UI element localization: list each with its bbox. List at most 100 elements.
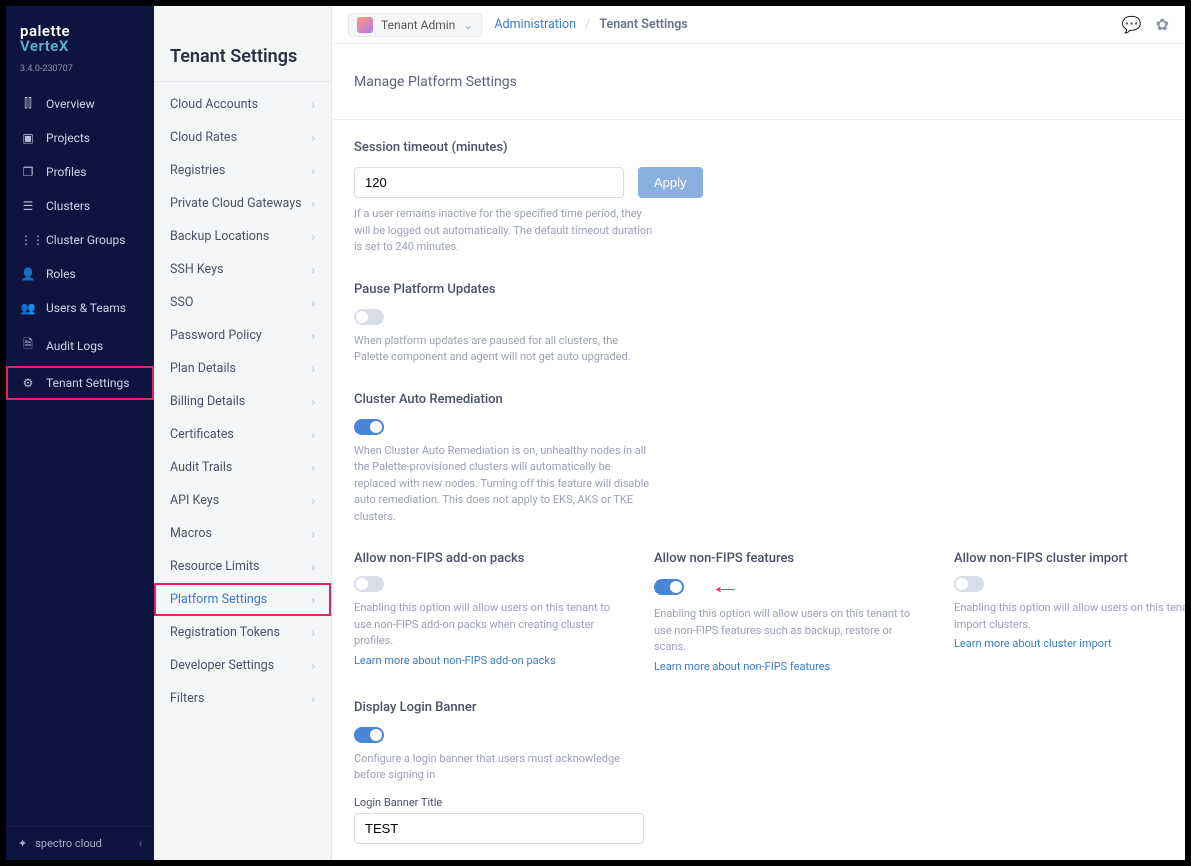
chat-icon[interactable]: 💬 (1122, 15, 1142, 34)
auto-remediation-label: Cluster Auto Remediation (354, 392, 1163, 407)
chevron-right-icon: › (311, 395, 315, 409)
chevron-right-icon: › (311, 692, 315, 706)
breadcrumb-current: Tenant Settings (599, 17, 687, 32)
settings-nav-label: Billing Details (170, 394, 245, 409)
fips-import-toggle[interactable] (954, 576, 984, 592)
sidebar-item-cluster-groups[interactable]: ⋮⋮Cluster Groups (6, 223, 154, 257)
main-pane: Tenant Admin ⌄ Administration / Tenant S… (332, 6, 1185, 860)
login-banner-help: Configure a login banner that users must… (354, 751, 634, 784)
chevron-right-icon: › (311, 461, 315, 475)
settings-nav-backup-locations[interactable]: Backup Locations› (154, 220, 331, 253)
sidebar-item-clusters[interactable]: ☰Clusters (6, 189, 154, 223)
chevron-right-icon: › (311, 131, 315, 145)
topbar: Tenant Admin ⌄ Administration / Tenant S… (332, 6, 1185, 44)
settings-nav-password-policy[interactable]: Password Policy › (154, 319, 331, 352)
pause-updates-label: Pause Platform Updates (354, 282, 1163, 297)
sidebar-item-label: Projects (46, 131, 90, 145)
fips-addon-label: Allow non-FIPS add-on packs (354, 551, 614, 566)
logo: palette VerteX (6, 6, 154, 58)
settings-nav-label: Cloud Accounts (170, 97, 258, 112)
breadcrumb-root[interactable]: Administration (494, 17, 576, 32)
chevron-down-icon: ⌄ (463, 18, 473, 32)
settings-nav-macros[interactable]: Macros› (154, 517, 331, 550)
settings-nav-sso[interactable]: SSO› (154, 286, 331, 319)
fips-features-toggle[interactable] (654, 579, 684, 595)
fips-import-link[interactable]: Learn more about cluster import (954, 637, 1112, 650)
settings-nav-registries[interactable]: Registries› (154, 154, 331, 187)
chevron-right-icon: › (311, 659, 315, 673)
settings-sidebar: Tenant Settings Cloud Accounts›Cloud Rat… (154, 6, 332, 860)
settings-nav-label: Backup Locations (170, 229, 269, 244)
settings-nav-resource-limits[interactable]: Resource Limits› (154, 550, 331, 583)
sidebar-item-projects[interactable]: ▣Projects (6, 121, 154, 155)
profiles-icon: ❐ (20, 165, 36, 179)
settings-nav-label: Cloud Rates (170, 130, 237, 145)
settings-nav-label: Plan Details (170, 361, 236, 376)
sidebar-item-users-teams[interactable]: 👥Users & Teams (6, 291, 154, 325)
sidebar-item-label: Users & Teams (46, 301, 126, 315)
sidebar-item-roles[interactable]: 👤 Roles (6, 257, 154, 291)
gear-icon[interactable]: ✿ (1156, 15, 1169, 34)
sidebar-item-label: Profiles (46, 165, 87, 179)
settings-nav-label: Registration Tokens (170, 625, 280, 640)
chevron-right-icon: › (311, 329, 315, 343)
login-banner-label: Display Login Banner (354, 700, 1163, 715)
fips-features-link[interactable]: Learn more about non-FIPS features (654, 660, 830, 673)
settings-nav-ssh-keys[interactable]: SSH Keys› (154, 253, 331, 286)
settings-nav-api-keys[interactable]: API Keys › (154, 484, 331, 517)
fips-import-label: Allow non-FIPS cluster import (954, 551, 1185, 566)
login-banner-title-input[interactable] (354, 813, 644, 844)
chevron-right-icon: › (311, 428, 315, 442)
scope-picker[interactable]: Tenant Admin ⌄ (348, 13, 482, 37)
sidebar-item-profiles[interactable]: ❐ Profiles (6, 155, 154, 189)
settings-nav-cloud-rates[interactable]: Cloud Rates › (154, 121, 331, 154)
page-subtitle: Manage Platform Settings (354, 74, 517, 90)
sidebar-item-label: Clusters (46, 199, 90, 213)
settings-nav-developer-settings[interactable]: Developer Settings› (154, 649, 331, 682)
spectro-logo-icon: ✦ (18, 837, 27, 850)
settings-nav-filters[interactable]: Filters› (154, 682, 331, 715)
login-banner-toggle[interactable] (354, 727, 384, 743)
chevron-right-icon: › (311, 494, 315, 508)
session-timeout-input[interactable] (354, 167, 624, 198)
settings-nav-certificates[interactable]: Certificates› (154, 418, 331, 451)
sidebar-item-label: Roles (46, 267, 76, 281)
settings-nav-plan-details[interactable]: Plan Details› (154, 352, 331, 385)
roles-icon: 👤 (20, 267, 36, 281)
pause-updates-help: When platform updates are paused for all… (354, 333, 654, 366)
sidebar-item-overview[interactable]: ⫿⫿Overview (6, 86, 154, 121)
login-banner-title-label: Login Banner Title (354, 796, 1163, 809)
settings-nav-billing-details[interactable]: Billing Details › (154, 385, 331, 418)
cluster-groups-icon: ⋮⋮ (20, 233, 36, 247)
settings-nav-cloud-accounts[interactable]: Cloud Accounts › (154, 88, 331, 121)
tenant-settings-icon: ⚙ (20, 376, 36, 390)
fips-addon-link[interactable]: Learn more about non-FIPS add-on packs (354, 654, 556, 667)
settings-nav-label: API Keys (170, 493, 219, 508)
auto-remediation-toggle[interactable] (354, 419, 384, 435)
settings-nav-audit-trails[interactable]: Audit Trails› (154, 451, 331, 484)
chevron-right-icon: › (311, 527, 315, 541)
session-timeout-help: If a user remains inactive for the speci… (354, 206, 654, 256)
chevron-right-icon: › (311, 197, 315, 211)
fips-import-help: Enabling this option will allow users on… (954, 600, 1185, 633)
sidebar-item-audit-logs[interactable]: 🗎Audit Logs (6, 325, 154, 366)
settings-nav-label: Registries (170, 163, 225, 178)
arrow-annotation-icon: ← (710, 576, 741, 598)
auto-remediation-help: When Cluster Auto Remediation is on, unh… (354, 443, 654, 526)
chevron-right-icon: › (311, 98, 315, 112)
settings-nav-label: Resource Limits (170, 559, 260, 574)
pause-updates-toggle[interactable] (354, 309, 384, 325)
sidebar-item-label: Tenant Settings (46, 376, 129, 390)
chevron-right-icon: › (311, 626, 315, 640)
sidebar-item-tenant-settings[interactable]: ⚙ Tenant Settings (6, 366, 154, 400)
sidebar-footer[interactable]: ✦ spectro cloud ‹ (6, 826, 154, 860)
settings-nav-label: Platform Settings (170, 592, 267, 607)
apply-button[interactable]: Apply (638, 167, 703, 198)
settings-nav-private-cloud-gateways[interactable]: Private Cloud Gateways› (154, 187, 331, 220)
settings-nav-registration-tokens[interactable]: Registration Tokens › (154, 616, 331, 649)
settings-nav-label: Password Policy (170, 328, 262, 343)
login-banner-message-label: Login Banner Message (354, 858, 1163, 861)
fips-addon-toggle[interactable] (354, 576, 384, 592)
footer-brand-label: spectro cloud (35, 837, 102, 850)
settings-nav-platform-settings[interactable]: Platform Settings› (154, 583, 331, 616)
